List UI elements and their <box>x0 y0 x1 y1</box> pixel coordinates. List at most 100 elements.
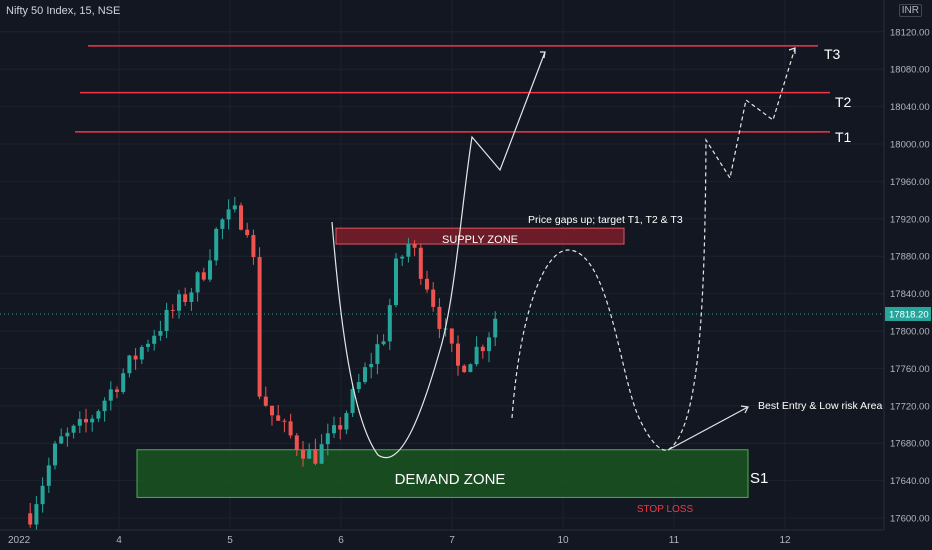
arrowhead-projection <box>788 47 796 54</box>
candle-body <box>115 389 119 393</box>
price-tick-label: 18000.00 <box>890 140 930 151</box>
candle-body <box>214 228 219 261</box>
time-tick-label: 6 <box>338 535 344 546</box>
candle-body <box>96 411 101 419</box>
candle-body <box>480 346 485 352</box>
candle-body <box>282 420 287 422</box>
candle-body <box>71 425 76 433</box>
demand-zone-label: DEMAND ZONE <box>395 471 506 488</box>
candle-body <box>164 309 169 332</box>
candle-body <box>195 272 200 293</box>
candle-body <box>121 373 126 393</box>
candle-body <box>46 465 51 486</box>
candle-body <box>288 421 293 436</box>
t2-label: T2 <box>835 94 852 110</box>
price-tick-label: 17840.00 <box>890 289 930 300</box>
time-tick-label: 10 <box>557 535 569 546</box>
projection-path <box>511 47 796 451</box>
candle-body <box>487 337 491 352</box>
candle-body <box>344 413 349 430</box>
candle-body <box>456 343 460 366</box>
candle-body <box>28 513 33 525</box>
candle-body <box>263 396 268 406</box>
candle-body <box>257 257 262 397</box>
price-tick-label: 17920.00 <box>890 214 930 225</box>
candle-body <box>363 367 367 383</box>
time-tick-label: 4 <box>116 535 122 546</box>
candle-body <box>394 258 398 306</box>
candle-body <box>152 335 157 344</box>
candle-body <box>381 341 386 345</box>
candle-body <box>34 504 39 525</box>
candle-body <box>307 449 312 459</box>
candle-body <box>474 346 479 365</box>
candle-body <box>412 244 417 248</box>
candle-body <box>356 382 361 390</box>
time-axis[interactable]: 2022 4 5 6 7 10 11 12 <box>0 529 884 546</box>
candles <box>28 196 498 531</box>
candle-body <box>65 432 70 437</box>
candle-body <box>232 205 237 210</box>
price-tick-label: 17760.00 <box>890 364 930 375</box>
candle-body <box>84 418 88 423</box>
gap-note-label: Price gaps up; target T1, T2 & T3 <box>528 214 683 226</box>
candle-body <box>59 436 64 444</box>
price-tick-label: 17720.00 <box>890 401 930 412</box>
price-tick-label: 18120.00 <box>890 27 930 38</box>
time-tick-label: 5 <box>227 535 233 546</box>
supply-zone-label: SUPPLY ZONE <box>442 234 518 246</box>
candle-body <box>201 272 206 280</box>
annotation-labels: SUPPLY ZONE DEMAND ZONE STOP LOSS S1 T1 T2 T3 P… <box>395 46 883 515</box>
demand-zone <box>136 449 749 498</box>
candle-body <box>251 235 256 258</box>
candle-body <box>325 433 330 445</box>
candle-body <box>53 443 57 466</box>
t3-label: T3 <box>824 46 841 62</box>
entry-note-label: Best Entry & Low risk Area <box>758 400 882 412</box>
candle-body <box>189 292 194 303</box>
candle-body <box>462 365 467 373</box>
candle-body <box>90 418 95 423</box>
candle-body <box>239 205 243 230</box>
last-price-label: 17818.20 <box>889 309 929 320</box>
time-tick-label: 12 <box>779 535 791 546</box>
candle-body <box>319 444 324 464</box>
candle-body <box>406 244 411 257</box>
candle-body <box>350 389 355 414</box>
time-tick-label: 2022 <box>8 535 31 546</box>
candle-body <box>139 346 144 360</box>
candle-body <box>158 331 163 336</box>
candle-body <box>245 229 250 236</box>
symbol-header[interactable]: Nifty 50 Index, 15, NSE <box>6 5 121 17</box>
swing-path <box>331 51 546 459</box>
entry-arrow <box>667 406 749 451</box>
candle-body <box>313 449 318 464</box>
candle-body <box>294 435 299 450</box>
candle-body <box>332 425 336 434</box>
price-axis-background <box>884 0 932 550</box>
grid <box>0 0 884 530</box>
price-tick-label: 17880.00 <box>890 252 930 263</box>
candle-body <box>220 219 225 229</box>
price-tick-label: 18080.00 <box>890 65 930 76</box>
candle-body <box>418 247 423 279</box>
candle-body <box>375 344 380 364</box>
candle-body <box>108 389 113 401</box>
time-tick-label: 11 <box>669 535 680 546</box>
currency-unit-badge[interactable]: INR <box>898 4 922 17</box>
price-tick-label: 18040.00 <box>890 102 930 113</box>
candle-body <box>400 256 405 259</box>
price-tick-label: 17960.00 <box>890 177 930 188</box>
candle-body <box>226 209 231 220</box>
candle-body <box>133 355 138 360</box>
candle-body <box>208 260 212 280</box>
candle-body <box>338 425 343 430</box>
candle-body <box>183 294 188 303</box>
candle-body <box>425 278 429 290</box>
price-axis[interactable]: 18120.00 18080.00 18040.00 18000.00 17960.00… <box>883 0 932 550</box>
arrowhead-entry <box>740 405 749 414</box>
candle-body <box>40 485 45 505</box>
candle-body <box>127 355 132 374</box>
stop-loss-label: STOP LOSS <box>637 504 694 515</box>
